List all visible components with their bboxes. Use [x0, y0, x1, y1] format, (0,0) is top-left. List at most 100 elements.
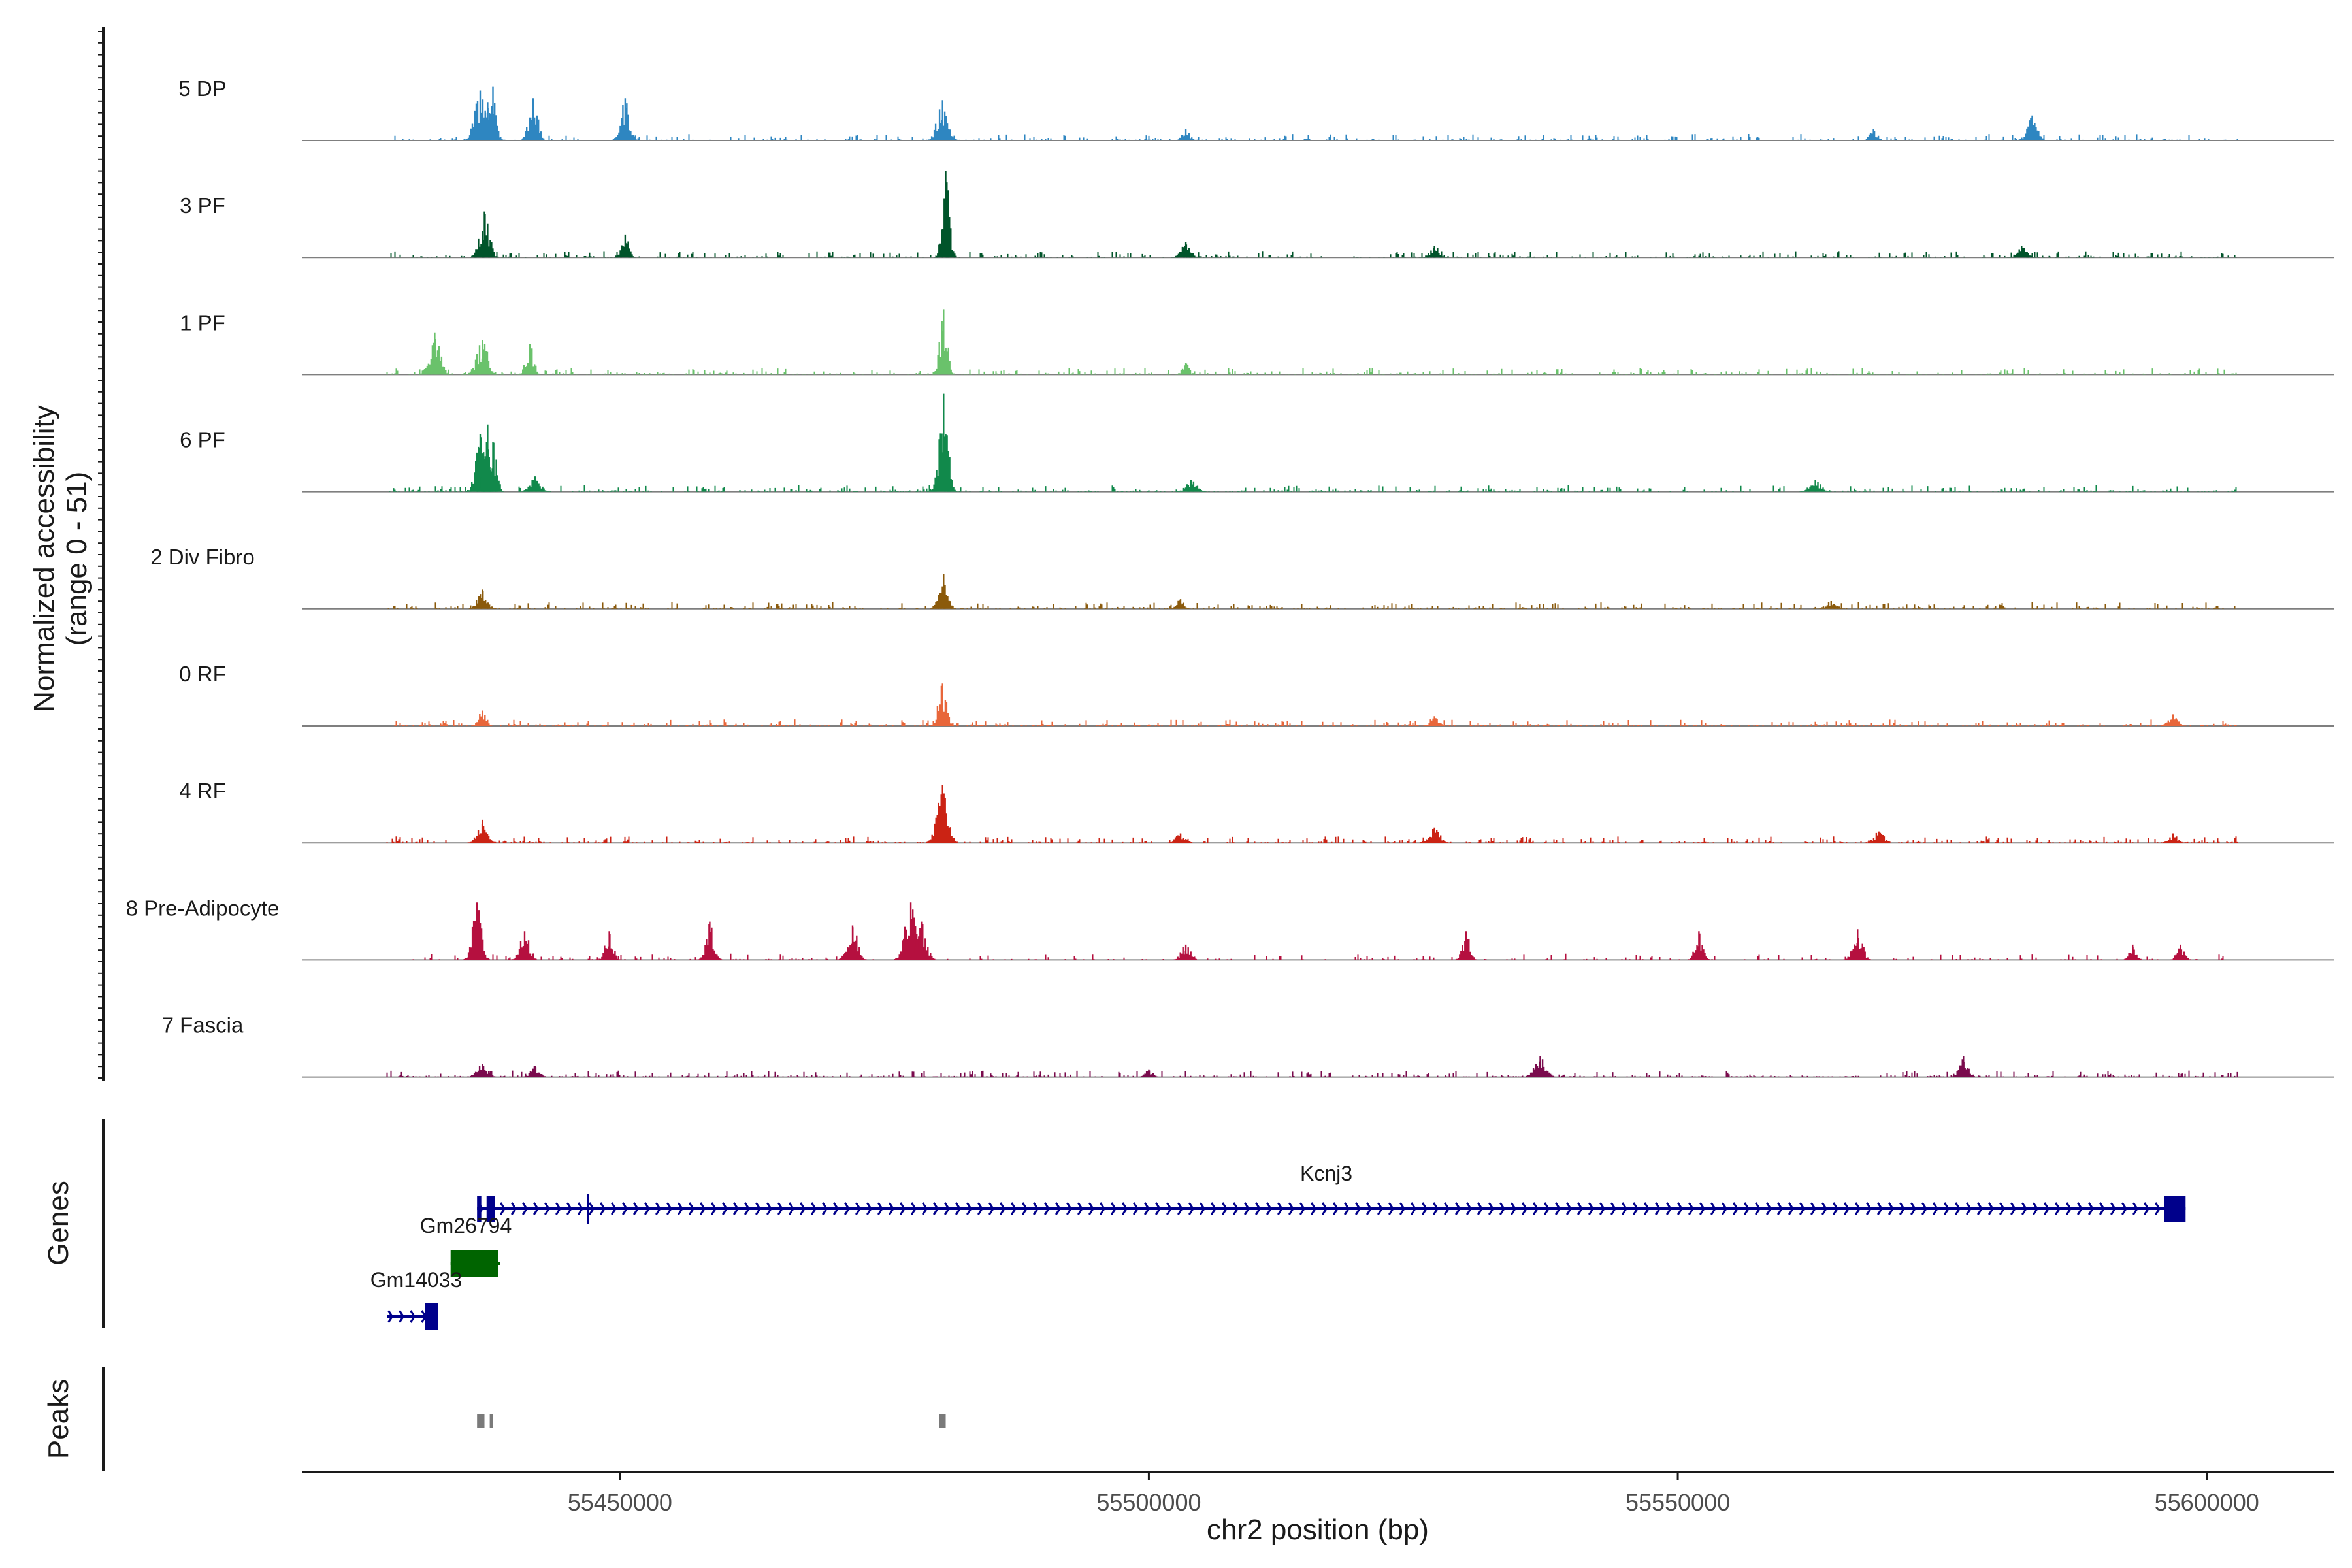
coverage-tracks: 5 DP 3 PF 1 PF 6 PF 2 Div Fibro 0 RF 4 RF 8 Pre…: [126, 76, 2334, 1078]
track-peak: [1174, 480, 1208, 492]
x-axis-title: chr2 position (bp): [1207, 1514, 1429, 1546]
peaks-panel-title: Peaks: [42, 1379, 74, 1459]
track-label: 7 Fascia: [162, 1013, 244, 1037]
gene-exon: [425, 1303, 438, 1330]
x-tick-label: 55550000: [1625, 1489, 1730, 1516]
track-peak: [1136, 1069, 1161, 1077]
track-background-signal: [386, 1070, 2238, 1077]
y-axis-title-range: (range 0 - 51): [61, 472, 93, 646]
gene-kcnj3: Kcnj3: [477, 1162, 2186, 1222]
track-peak: [930, 683, 955, 726]
track-label: 3 PF: [180, 193, 225, 218]
track-peak: [1174, 129, 1197, 140]
track-peak: [2160, 833, 2185, 843]
x-tick-label: 55500000: [1096, 1489, 1201, 1516]
track-peak: [696, 921, 723, 960]
track-background-signal: [390, 251, 2237, 258]
peak-regions: [477, 1414, 946, 1428]
genes-panel: Genes Kcnj3 Gm26794 Gm14033: [42, 1119, 2186, 1330]
gene-strand-arrows: [387, 1310, 427, 1323]
track-peak: [510, 931, 538, 960]
genes-panel-title: Genes: [42, 1181, 74, 1266]
track-2-div-fibro: 2 Div Fibro: [150, 545, 2334, 610]
track-peak: [1687, 931, 1710, 960]
track-peak: [521, 1066, 549, 1077]
track-background-signal: [394, 719, 2237, 726]
track-peak: [2121, 944, 2143, 960]
track-peak: [476, 424, 498, 492]
track-peak: [1165, 833, 1195, 843]
gene-label: Kcnj3: [1300, 1162, 1352, 1185]
gene-label: Gm26794: [420, 1214, 512, 1237]
track-peak: [1950, 1056, 1976, 1077]
y-axis-title-main: Normalized accessibility: [28, 405, 60, 711]
track-7-fascia: 7 Fascia: [162, 1013, 2334, 1078]
track-peak: [519, 98, 546, 140]
x-tick-label: 55450000: [568, 1489, 672, 1516]
track-peak: [614, 234, 636, 258]
track-label: 6 PF: [180, 428, 225, 452]
track-8-pre-adipocyte: 8 Pre-Adipocyte: [126, 896, 2334, 961]
track-peak: [1843, 929, 1871, 960]
track-6-pf: 6 PF: [180, 393, 2334, 493]
track-peak: [2168, 944, 2192, 960]
track-1-pf: 1 PF: [180, 309, 2334, 376]
track-peak: [612, 98, 638, 140]
track-5-dp: 5 DP: [178, 76, 2334, 141]
track-peak: [1861, 129, 1885, 140]
track-peak: [1420, 716, 1448, 726]
track-peak: [1799, 480, 1832, 492]
gene-exon: [2164, 1196, 2186, 1222]
gene-annotations: Kcnj3 Gm26794 Gm14033: [370, 1162, 2186, 1330]
track-peak: [926, 100, 958, 140]
track-peak: [906, 921, 937, 960]
track-peak: [597, 931, 621, 960]
track-peak: [465, 1064, 499, 1077]
track-peak: [1863, 831, 1893, 843]
track-label: 8 Pre-Adipocyte: [126, 896, 280, 920]
gene-exon: [450, 1250, 498, 1277]
track-peak: [2158, 714, 2187, 726]
coverage-y-axis: [98, 27, 105, 1081]
gene-strand-arrows: [477, 1202, 2183, 1215]
track-peak: [1418, 827, 1451, 843]
track-peak: [2006, 246, 2036, 258]
track-peak: [468, 589, 497, 609]
track-peak: [471, 710, 493, 726]
gene-label: Gm14033: [370, 1268, 463, 1292]
gene-exon: [477, 1196, 482, 1222]
track-peak: [932, 309, 955, 375]
x-axis: 55450000 55500000 55550000 55600000 chr2 po…: [302, 1471, 2334, 1546]
track-peak: [926, 785, 958, 843]
peak-region: [477, 1414, 485, 1428]
peak-region: [939, 1414, 946, 1428]
track-label: 1 PF: [180, 310, 225, 335]
track-peak: [838, 925, 867, 960]
track-peak: [466, 819, 498, 843]
track-3-pf: 3 PF: [180, 171, 2334, 259]
gene-gm26794: Gm26794: [420, 1214, 512, 1277]
track-peak: [471, 102, 503, 140]
track-peak: [1169, 599, 1191, 609]
x-tick-label: 55600000: [2155, 1489, 2259, 1516]
track-peak: [1171, 944, 1200, 960]
track-4-rf: 4 RF: [179, 779, 2334, 844]
track-peak: [930, 393, 956, 492]
track-peak: [2017, 115, 2048, 140]
track-peak: [930, 574, 956, 609]
track-peak: [934, 171, 957, 258]
track-peak: [465, 340, 499, 375]
track-label: 4 RF: [179, 779, 226, 803]
track-peak: [519, 476, 550, 492]
track-peak: [1420, 246, 1449, 258]
peak-region: [489, 1414, 493, 1428]
track-label: 5 DP: [178, 76, 226, 101]
track-label: 0 RF: [179, 662, 226, 686]
gene-exon: [486, 1196, 495, 1222]
track-peak: [1455, 931, 1477, 960]
track-peak: [1171, 242, 1201, 258]
track-peak: [1814, 601, 1847, 609]
track-peak: [1523, 1056, 1557, 1077]
